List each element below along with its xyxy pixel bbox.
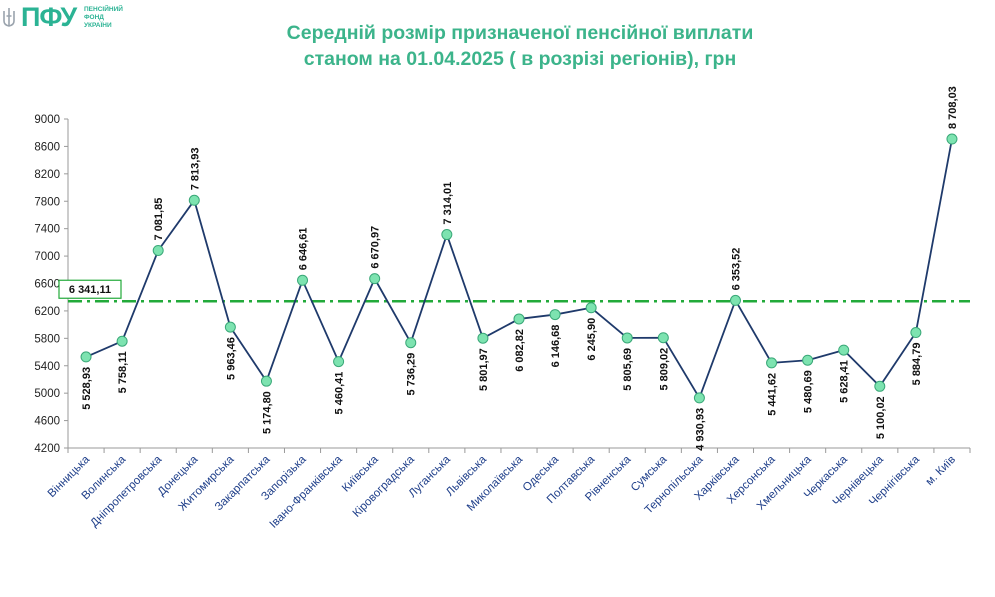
data-value-label: 6 646,61	[298, 227, 310, 270]
data-point	[513, 313, 525, 325]
data-value-label: 5 963,46	[225, 337, 237, 380]
y-tick-label: 7400	[34, 224, 60, 236]
y-tick-label: 7000	[34, 251, 60, 263]
data-point	[693, 392, 705, 404]
data-value-label: 7 813,93	[189, 147, 201, 190]
data-value-label: 5 736,29	[406, 353, 418, 396]
y-tick-label: 7800	[34, 196, 60, 208]
data-value-label: 5 758,11	[117, 351, 129, 393]
data-value-label: 6 082,82	[514, 329, 526, 372]
data-point	[874, 380, 886, 392]
data-point	[621, 332, 633, 344]
data-point	[946, 133, 958, 145]
data-value-label: 5 460,41	[334, 372, 346, 415]
data-value-label: 5 628,41	[839, 360, 851, 403]
x-tick-label: Дніпропетровська	[88, 453, 164, 529]
data-point	[802, 354, 814, 366]
average-label-box	[58, 279, 122, 299]
y-tick-label: 4200	[34, 443, 60, 455]
data-value-label: 4 930,93	[694, 408, 706, 451]
data-value-label: 6 245,90	[586, 318, 598, 361]
data-point	[224, 321, 236, 333]
data-value-label: 8 708,03	[947, 86, 959, 129]
data-point	[152, 244, 164, 256]
y-tick-label: 6600	[34, 279, 60, 291]
logo-sub-line1: ПЕНСІЙНИЙ	[84, 6, 123, 13]
data-value-label: 5 480,69	[803, 370, 815, 413]
data-point	[729, 294, 741, 306]
y-tick-label: 6200	[34, 306, 60, 318]
value-labels-group: 5 528,93 5 758,11 7 081,85 7 813,93 5 963,46…	[81, 86, 959, 451]
data-point	[260, 375, 272, 387]
data-point	[333, 356, 345, 368]
x-tick-label: Кіровоградська	[351, 453, 418, 520]
average-label: 6 341,11	[69, 284, 111, 296]
y-tick-label: 5800	[34, 333, 60, 345]
average-line-group: 6 341,11	[58, 279, 970, 303]
data-value-label: 5 801,97	[478, 348, 490, 391]
data-point	[477, 332, 489, 344]
data-point	[369, 273, 381, 285]
series-line-group	[80, 133, 958, 404]
chart-axes: 4200 4600 5000 5400 5800 6200 6600 7000 7400 7800…	[34, 114, 971, 531]
data-point	[80, 351, 92, 363]
data-value-label: 5 809,02	[658, 348, 670, 391]
data-point	[116, 335, 128, 347]
data-value-label: 5 805,69	[622, 348, 634, 391]
y-tick-label: 5400	[34, 361, 60, 373]
logo-text: ПФУ	[21, 2, 77, 32]
y-tick-label: 8200	[34, 169, 60, 181]
y-tick-label: 8600	[34, 141, 60, 153]
data-value-label: 6 146,68	[550, 325, 562, 368]
data-point	[585, 302, 597, 314]
chart-title-line1: Середній розмір призначеної пенсійної ви…	[286, 22, 754, 44]
y-tick-label: 4600	[34, 416, 60, 428]
x-tick-label: Івано-Франківська	[268, 453, 346, 531]
y-tick-label: 5000	[34, 388, 60, 400]
chart-title: Середній розмір призначеної пенсійної ви…	[200, 20, 840, 72]
data-point	[441, 229, 453, 241]
logo-sub-line2: ФОНД	[84, 14, 104, 21]
data-value-label: 7 314,01	[442, 182, 454, 225]
data-value-label: 6 353,52	[730, 248, 742, 291]
data-point	[766, 357, 778, 369]
data-point	[657, 332, 669, 344]
x-tick-label: м. Київ	[924, 454, 958, 488]
data-value-label: 6 670,97	[370, 226, 382, 269]
data-point	[910, 327, 922, 339]
y-tick-label: 9000	[34, 114, 60, 126]
data-value-label: 5 100,02	[875, 396, 887, 439]
data-value-label: 5 884,79	[911, 343, 923, 386]
data-point	[405, 337, 417, 349]
trident-icon	[3, 8, 15, 27]
data-point	[838, 344, 850, 356]
data-value-label: 5 174,80	[261, 391, 273, 434]
data-value-label: 5 441,62	[767, 373, 779, 416]
logo-subtitle: ПЕНСІЙНИЙ ФОНД УКРАЇНИ	[84, 6, 144, 30]
logo-sub-line3: УКРАЇНИ	[84, 22, 112, 29]
chart-title-line2: станом на 01.04.2025 ( в розрізі регіоні…	[303, 48, 737, 70]
data-value-label: 7 081,85	[153, 198, 165, 241]
data-value-label: 5 528,93	[81, 367, 93, 410]
data-point	[549, 309, 561, 321]
data-point	[297, 274, 309, 286]
data-point	[188, 194, 200, 206]
